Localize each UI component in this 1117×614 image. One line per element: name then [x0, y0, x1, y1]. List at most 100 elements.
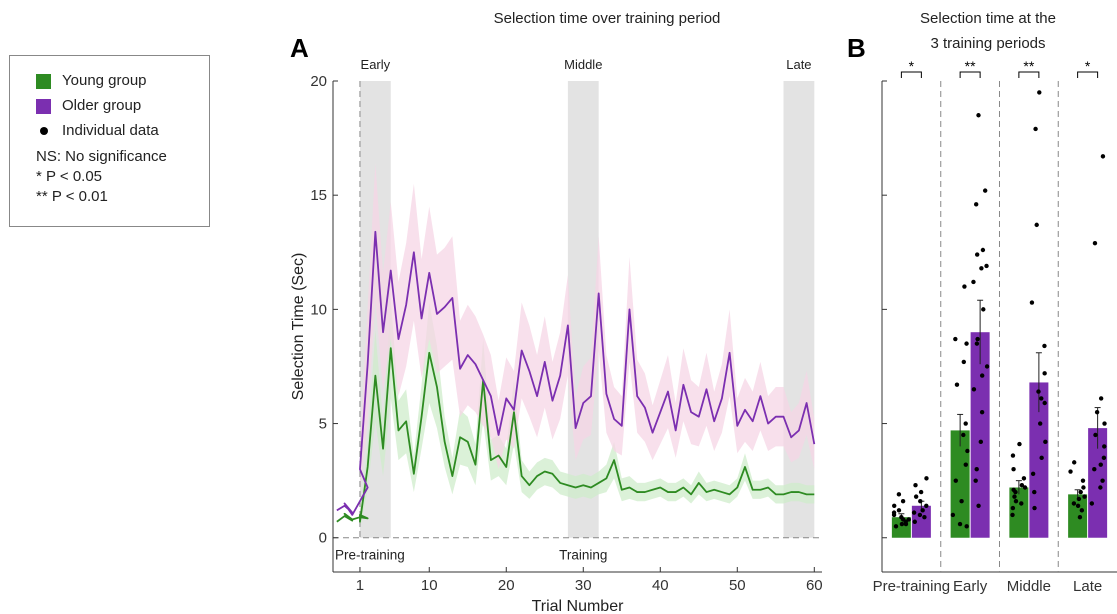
individual-point [892, 503, 897, 508]
significance-marker: ** [1023, 58, 1034, 74]
bar-older-early [970, 332, 990, 538]
individual-point [911, 510, 917, 515]
individual-point [1022, 485, 1028, 490]
individual-point [1021, 476, 1027, 481]
individual-point [965, 448, 970, 454]
individual-point [1100, 154, 1106, 159]
individual-point [1036, 389, 1041, 394]
y-tick-label: 10 [310, 301, 327, 318]
individual-point [900, 499, 906, 504]
individual-point [976, 113, 981, 118]
individual-point [1072, 460, 1077, 465]
individual-point [1042, 343, 1047, 349]
individual-point [918, 499, 923, 504]
significance-marker: * [1085, 58, 1091, 74]
individual-point [964, 341, 969, 346]
individual-point [1102, 444, 1107, 449]
individual-point [1100, 478, 1105, 483]
x-tick-label: 40 [652, 577, 669, 594]
individual-point [1077, 514, 1083, 520]
individual-point [1043, 439, 1048, 445]
individual-point [891, 510, 897, 515]
individual-point [984, 263, 989, 269]
individual-point [918, 489, 924, 495]
individual-point [953, 336, 958, 342]
individual-point [1082, 494, 1087, 499]
x-tick-label: 1 [356, 577, 364, 594]
individual-point [1033, 126, 1038, 132]
panel-a-letter: A [290, 33, 309, 63]
individual-point [1081, 485, 1086, 490]
individual-point [957, 521, 963, 527]
y-tick-label: 15 [310, 187, 327, 204]
individual-point [913, 483, 918, 488]
individual-point [1037, 421, 1043, 426]
x-tick-label: 30 [575, 577, 592, 594]
individual-point [893, 524, 899, 529]
category-label: Late [1073, 578, 1102, 595]
panel-a-title: Selection time over training period [494, 10, 721, 27]
individual-point [980, 247, 986, 253]
individual-point [1010, 505, 1016, 511]
individual-point [1092, 240, 1098, 246]
individual-point [953, 478, 958, 483]
individual-point [1039, 396, 1044, 401]
individual-point [912, 519, 917, 524]
older-group-swatch [36, 99, 51, 114]
legend-older-label: Older group [62, 97, 142, 114]
x-tick-label: 60 [806, 577, 823, 594]
individual-point [961, 359, 967, 365]
individual-point [1011, 467, 1016, 472]
legend-note-p05: * P < 0.05 [36, 168, 103, 185]
individual-point [971, 387, 977, 392]
individual-point [973, 202, 979, 207]
individual-point [1089, 501, 1095, 506]
individual-point [1102, 421, 1107, 426]
individual-point [1098, 396, 1104, 401]
category-label: Pre-training [873, 578, 951, 595]
individual-point [1013, 499, 1019, 504]
individual-point [979, 409, 985, 415]
panel-b-letter: B [847, 33, 866, 63]
individual-point [1071, 501, 1077, 506]
period-band-middle [567, 81, 599, 538]
individual-point [1101, 455, 1107, 461]
individual-point [913, 494, 919, 499]
significance-bracket [900, 71, 922, 78]
individual-point [973, 478, 978, 483]
individual-point [982, 188, 988, 193]
individual-data-dot [40, 127, 48, 135]
y-tick-label: 0 [319, 530, 327, 547]
individual-point [1012, 494, 1017, 499]
individual-point [1098, 462, 1103, 467]
panel-b-title-line1: Selection time at the [920, 10, 1056, 27]
individual-point [1078, 489, 1083, 495]
error-band-young [359, 297, 815, 529]
individual-point [974, 467, 979, 472]
bar-older-pre-training [911, 505, 931, 538]
individual-point [978, 439, 984, 445]
significance-bracket [1018, 71, 1040, 78]
significance-marker: ** [965, 58, 976, 74]
individual-point [1034, 222, 1039, 228]
individual-point [974, 252, 980, 257]
y-axis-title: Selection Time (Sec) [290, 253, 307, 401]
individual-point [1068, 469, 1073, 474]
individual-point [1011, 487, 1016, 492]
x-tick-label: 10 [421, 577, 438, 594]
young-group-swatch [36, 74, 51, 89]
individual-point [1032, 489, 1037, 495]
individual-point [1010, 453, 1016, 458]
individual-point [1098, 485, 1103, 490]
individual-point [963, 462, 969, 467]
individual-point [896, 492, 902, 497]
x-tick-label: 20 [498, 577, 515, 594]
bar-older-middle [1029, 382, 1049, 538]
individual-point [950, 512, 956, 518]
individual-point [1030, 471, 1036, 476]
bar-older-late [1088, 428, 1108, 538]
legend-note-p01: ** P < 0.01 [36, 188, 108, 205]
individual-point [896, 508, 902, 513]
individual-point [971, 279, 976, 285]
